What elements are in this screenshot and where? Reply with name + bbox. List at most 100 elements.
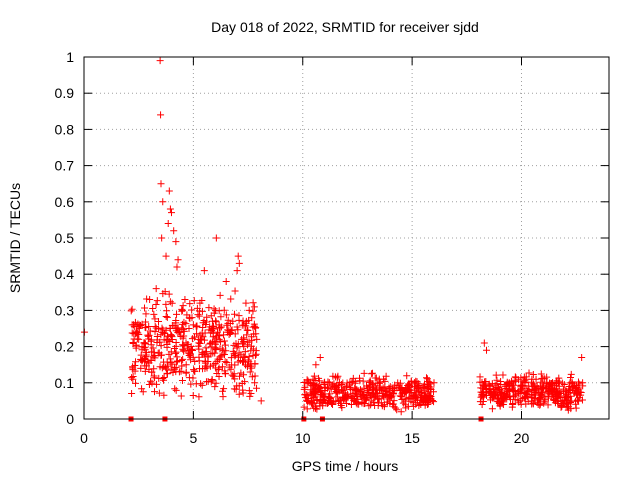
data-point: [156, 57, 164, 65]
data-point: [195, 312, 203, 320]
data-point: [205, 304, 213, 312]
data-point: [220, 385, 228, 393]
data-point: [249, 307, 257, 315]
data-point: [253, 384, 261, 392]
data-point: [336, 397, 344, 405]
data-point: [325, 379, 333, 387]
data-point: [198, 335, 206, 343]
data-point: [191, 367, 199, 375]
data-point: [221, 358, 229, 366]
data-point: [229, 347, 237, 355]
data-point: [331, 385, 339, 393]
data-point: [229, 372, 237, 380]
data-point: [160, 391, 168, 399]
data-point: [568, 397, 576, 405]
data-point: [153, 297, 161, 305]
data-point: [145, 381, 153, 389]
data-point: [178, 362, 186, 370]
data-point: [310, 404, 318, 412]
data-point: [239, 389, 247, 397]
data-point: [318, 391, 326, 399]
data-point: [245, 316, 253, 324]
data-point: [178, 320, 186, 328]
data-point: [172, 363, 180, 371]
data-point: [162, 252, 170, 260]
data-point: [351, 395, 359, 403]
x-axis-label: GPS time / hours: [292, 458, 399, 474]
data-point: [145, 359, 153, 367]
data-point: [163, 370, 171, 378]
y-axis-label: SRMTID / TECUs: [7, 183, 23, 293]
data-point: [363, 387, 371, 395]
data-point: [141, 367, 149, 375]
data-point: [177, 392, 185, 400]
data-point: [207, 350, 215, 358]
x-tick-label: 0: [80, 430, 88, 446]
data-point: [174, 256, 182, 264]
data-point: [196, 340, 204, 348]
data-point: [420, 382, 428, 390]
data-point: [403, 372, 411, 380]
data-point: [311, 376, 319, 384]
data-point: [240, 343, 248, 351]
data-point: [137, 351, 145, 359]
data-point: [186, 314, 194, 322]
data-point: [132, 379, 140, 387]
y-tick-label: 0.5: [55, 230, 75, 246]
data-point: [204, 377, 212, 385]
data-point: [245, 338, 253, 346]
data-point: [251, 372, 259, 380]
data-point: [478, 378, 486, 386]
data-point: [497, 377, 505, 385]
data-point: [429, 388, 437, 396]
data-point: [566, 386, 574, 394]
data-point: [527, 378, 535, 386]
data-point: [529, 370, 537, 378]
data-point: [129, 339, 137, 347]
data-point: [343, 382, 350, 390]
data-point: [234, 252, 242, 260]
data-point: [172, 386, 180, 394]
data-point: [365, 378, 373, 386]
data-point: [564, 406, 572, 414]
data-point: [198, 307, 206, 315]
data-point: [374, 395, 382, 403]
data-point: [478, 401, 486, 409]
data-point: [235, 372, 243, 380]
data-point: [365, 402, 373, 410]
data-point: [348, 379, 356, 387]
data-point: [195, 393, 203, 401]
axis-ticks: 00.10.20.30.40.50.60.70.80.910 5 10 15 20: [55, 49, 609, 446]
data-point: [476, 398, 484, 406]
data-point: [515, 398, 523, 406]
data-point: [215, 307, 223, 315]
data-point: [483, 392, 491, 400]
data-point: [167, 331, 175, 339]
data-point: [358, 398, 366, 406]
data-point: [312, 361, 320, 369]
data-point: [135, 335, 143, 343]
data-point: [182, 369, 190, 377]
data-point: [251, 379, 259, 387]
data-point: [161, 329, 169, 337]
data-point: [172, 327, 180, 335]
data-point: [221, 370, 229, 378]
data-point: [424, 384, 432, 392]
data-point: [214, 355, 222, 363]
data-point: [141, 340, 149, 348]
data-point: [191, 357, 199, 365]
data-point: [152, 285, 160, 293]
data-point: [517, 383, 525, 391]
data-point: [179, 355, 187, 363]
x-tick-label: 10: [295, 430, 311, 446]
data-point: [217, 313, 225, 321]
data-point: [544, 394, 552, 402]
data-point: [190, 297, 198, 305]
data-point: [247, 342, 255, 350]
data-point: [179, 302, 187, 310]
data-point: [172, 319, 180, 327]
data-point: [532, 391, 540, 399]
data-point: [132, 328, 140, 336]
data-point: [187, 353, 195, 361]
y-tick-label: 0.3: [55, 302, 75, 318]
